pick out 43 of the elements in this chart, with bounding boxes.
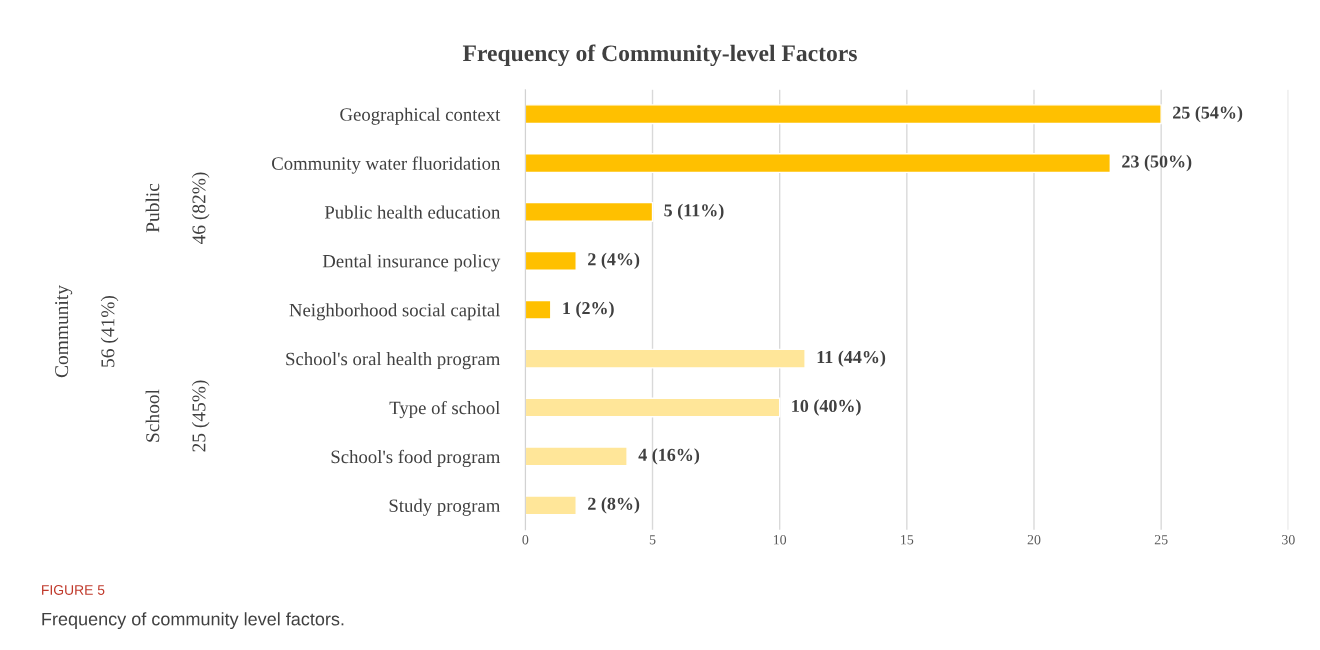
data-label: 5 (11%)	[664, 203, 724, 221]
text: 25 (45%)	[191, 380, 210, 452]
text: Frequency of community level factors.	[42, 612, 344, 630]
y-tick-label: School's food program	[331, 449, 501, 468]
bar	[525, 446, 628, 467]
bar	[525, 153, 1111, 174]
y-tick-label: Geographical context	[340, 107, 501, 125]
y-tick-label: School's oral health program	[286, 352, 501, 370]
bar	[525, 495, 577, 516]
data-label: 11 (44%)	[817, 350, 886, 367]
data-label: 2 (4%)	[588, 252, 640, 270]
text: Public	[145, 183, 160, 233]
y-tick-label: Type of school	[389, 400, 500, 419]
data-label: 23 (50%)	[1122, 154, 1192, 172]
text: 46 (82%)	[191, 172, 210, 245]
x-tick-label: 30	[1282, 535, 1295, 545]
x-tick-label: 25	[1154, 535, 1168, 545]
text: 56 (41%)	[100, 295, 119, 367]
bar	[525, 397, 781, 418]
y-tick-label: Neighborhood social capital	[289, 303, 500, 321]
text: School	[145, 389, 160, 442]
x-tick-label: 20	[1027, 535, 1041, 545]
x-tick-label: 5	[649, 535, 656, 545]
data-label: 4 (16%)	[638, 448, 700, 465]
bar	[525, 299, 552, 320]
x-tick-label: 10	[773, 535, 787, 545]
x-tick-label: 0	[522, 535, 529, 545]
chart-title: Frequency of Community-level Factors	[462, 44, 857, 67]
data-label: 25 (54%)	[1173, 105, 1243, 123]
data-label: 2 (8%)	[588, 497, 640, 514]
bar	[525, 201, 654, 222]
y-tick-label: Study program	[389, 498, 501, 516]
data-label: 1 (2%)	[563, 301, 614, 318]
text: Community	[55, 285, 73, 378]
x-tick-label: 15	[901, 535, 914, 545]
bar	[525, 250, 577, 271]
caption: FIGURE 5	[42, 585, 105, 595]
bar	[525, 348, 806, 369]
bar	[525, 104, 1162, 125]
data-label: 10 (40%)	[792, 399, 861, 416]
y-tick-label: Public health education	[324, 205, 501, 219]
y-tick-label: Dental insurance policy	[322, 254, 501, 272]
y-tick-label: Community water fluoridation	[272, 156, 501, 174]
